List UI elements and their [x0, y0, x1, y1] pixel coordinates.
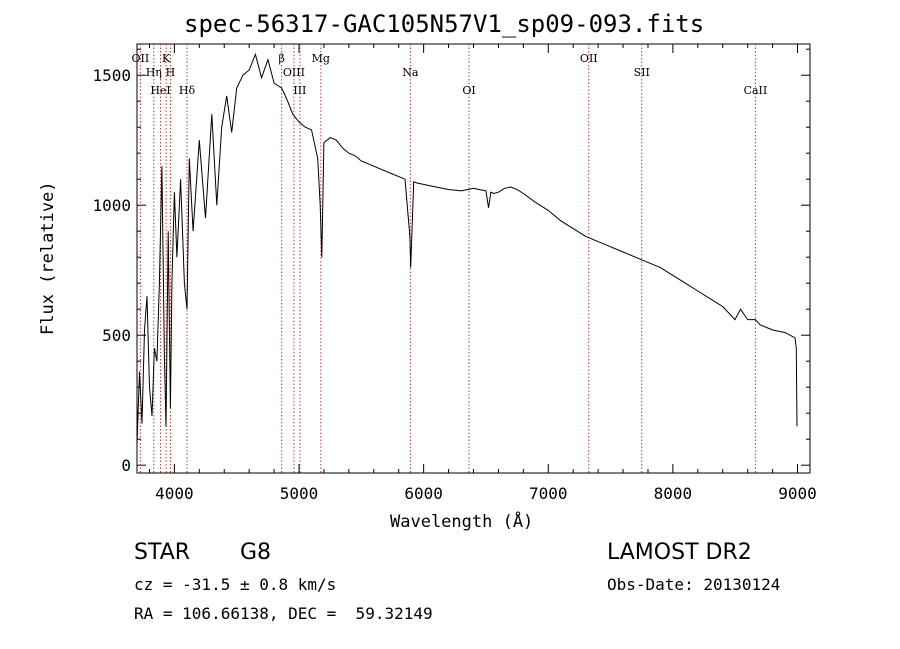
spectral-line-label: Hδ: [179, 84, 196, 97]
object-subclass: G8: [240, 540, 272, 565]
observation-date: Obs-Date: 20130124: [607, 575, 781, 594]
y-tick-label: 1500: [92, 66, 131, 85]
spectral-line-label: Mg: [312, 52, 330, 65]
coordinates: RA = 106.66138, DEC = 59.32149: [134, 604, 433, 623]
y-tick-label: 0: [121, 456, 131, 475]
object-type: STAR: [134, 540, 191, 565]
axes: 4000 5000 6000 7000 8000 9000 0 500 1000 1500: [92, 43, 817, 503]
spectral-line-label: SII: [634, 66, 650, 79]
spectral-line-label: OII: [132, 52, 150, 65]
x-tick-label: 7000: [529, 484, 568, 503]
x-tick-label: 4000: [155, 484, 194, 503]
spectrum-series: [136, 52, 798, 445]
spectral-line-label: Hη: [146, 66, 162, 79]
y-tick-label: 500: [102, 326, 131, 345]
spectral-line-markers: [139, 44, 756, 473]
spectral-line-label: OIII: [283, 66, 305, 79]
spectral-line-label: III: [293, 84, 306, 97]
x-axis-label: Wavelength (Å): [390, 512, 534, 532]
chart-title: spec-56317-GAC105N57V1_sp09-093.fits: [184, 10, 705, 38]
survey-name: LAMOST DR2: [607, 540, 752, 565]
spectral-line-label: β: [279, 52, 285, 65]
spectral-line-label: H: [166, 66, 176, 79]
spectral-line-label: HeI: [150, 84, 170, 97]
x-tick-label: 5000: [280, 484, 319, 503]
spectral-line-label: Na: [402, 66, 419, 79]
x-tick-label: 6000: [404, 484, 443, 503]
spectrum-line: [136, 52, 798, 445]
x-tick-label: 8000: [654, 484, 693, 503]
spectral-line-label: CaII: [744, 84, 768, 97]
plot-frame: [136, 43, 811, 474]
spectral-line-label: OII: [580, 52, 598, 65]
spectral-line-label: K: [162, 52, 171, 65]
spectral-line-label: OI: [462, 84, 475, 97]
x-tick-label: 9000: [778, 484, 817, 503]
y-tick-label: 1000: [92, 196, 131, 215]
y-axis-label: Flux (relative): [38, 181, 58, 335]
redshift-cz: cz = -31.5 ± 0.8 km/s: [134, 575, 337, 594]
